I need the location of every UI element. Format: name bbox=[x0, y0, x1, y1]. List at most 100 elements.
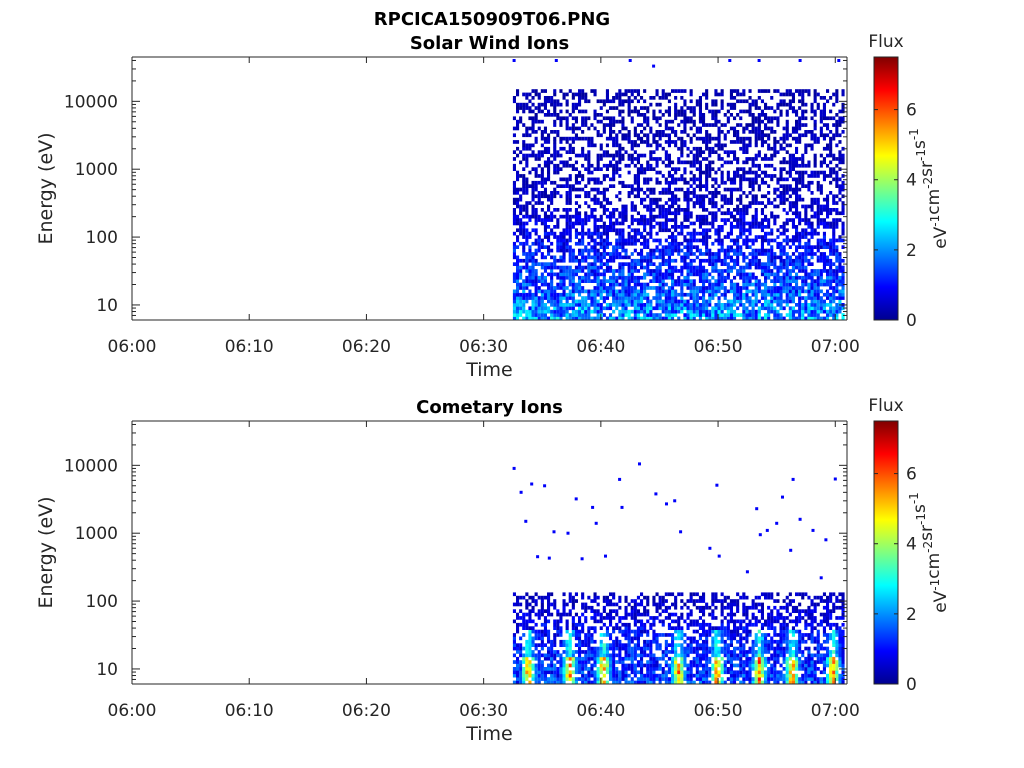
heatmap-cell bbox=[782, 92, 786, 97]
heatmap-cell bbox=[633, 109, 637, 114]
heatmap-cell bbox=[633, 269, 637, 273]
heatmap-cell bbox=[574, 201, 578, 205]
heatmap-cell bbox=[522, 180, 526, 185]
heatmap-cell bbox=[785, 235, 789, 239]
heatmap-cell bbox=[531, 619, 535, 624]
heatmap-cell bbox=[661, 286, 665, 290]
heatmap-cell bbox=[568, 194, 572, 199]
heatmap-cell bbox=[534, 292, 538, 297]
heatmap-cell bbox=[581, 119, 585, 124]
heatmap-cell bbox=[516, 177, 520, 182]
heatmap-cell bbox=[590, 653, 594, 658]
heatmap-cell bbox=[581, 241, 585, 246]
heatmap-cell bbox=[568, 643, 572, 647]
heatmap-cell bbox=[723, 303, 727, 307]
heatmap-cell bbox=[813, 163, 817, 168]
heatmap-cell bbox=[537, 616, 541, 620]
heatmap-cell bbox=[714, 194, 718, 199]
heatmap-cell bbox=[816, 204, 820, 209]
heatmap-cell bbox=[742, 316, 746, 321]
heatmap-cell bbox=[512, 126, 516, 131]
heatmap-cell bbox=[636, 170, 640, 175]
heatmap-cell bbox=[810, 225, 814, 229]
heatmap-cell bbox=[698, 272, 702, 277]
heatmap-cell bbox=[674, 96, 678, 100]
heatmap-cell bbox=[720, 204, 724, 209]
heatmap-cell bbox=[729, 306, 733, 311]
heatmap-cell bbox=[733, 282, 737, 287]
heatmap-cell bbox=[832, 235, 836, 239]
heatmap-cell bbox=[819, 306, 823, 311]
heatmap-cell bbox=[584, 279, 588, 283]
heatmap-cell bbox=[748, 238, 752, 243]
heatmap-cell bbox=[779, 296, 783, 300]
heatmap-cell bbox=[686, 208, 690, 212]
heatmap-cell bbox=[593, 599, 597, 603]
heatmap-cell bbox=[581, 289, 585, 294]
heatmap-cell bbox=[835, 309, 839, 314]
heatmap-cell bbox=[723, 235, 727, 239]
heatmap-cell bbox=[528, 639, 532, 644]
heatmap-cell bbox=[767, 163, 771, 168]
heatmap-cell bbox=[702, 313, 706, 317]
heatmap-cell bbox=[627, 296, 631, 300]
heatmap-cell bbox=[711, 102, 715, 107]
heatmap-cell bbox=[655, 292, 659, 297]
heatmap-cell bbox=[593, 269, 597, 273]
heatmap-cell bbox=[562, 670, 566, 675]
heatmap-cell bbox=[621, 292, 625, 297]
heatmap-cell bbox=[537, 306, 541, 311]
heatmap-cell bbox=[773, 296, 777, 300]
heatmap-cell bbox=[565, 191, 569, 195]
heatmap-cell bbox=[609, 130, 613, 134]
heatmap-cell bbox=[751, 194, 755, 199]
heatmap-cell bbox=[553, 157, 557, 161]
heatmap-cell bbox=[584, 275, 588, 280]
heatmap-cell bbox=[698, 286, 702, 290]
heatmap-cell bbox=[568, 150, 572, 154]
heatmap-cell bbox=[550, 677, 554, 681]
heatmap-cell bbox=[742, 150, 746, 154]
heatmap-cell bbox=[736, 286, 740, 290]
heatmap-cell bbox=[584, 619, 588, 624]
heatmap-cell bbox=[767, 258, 771, 263]
heatmap-cell bbox=[785, 262, 789, 266]
heatmap-cell bbox=[795, 126, 799, 131]
heatmap-cell bbox=[674, 170, 678, 175]
heatmap-cell bbox=[525, 316, 529, 321]
heatmap-cell bbox=[674, 140, 678, 144]
heatmap-cell bbox=[655, 221, 659, 226]
heatmap-cell bbox=[773, 143, 777, 148]
heatmap-cell bbox=[602, 275, 606, 280]
heatmap-cell bbox=[612, 279, 616, 283]
heatmap-cell bbox=[547, 262, 551, 266]
heatmap-cell bbox=[593, 258, 597, 263]
heatmap-cell bbox=[677, 113, 681, 117]
heatmap-cell bbox=[795, 275, 799, 280]
heatmap-cell bbox=[615, 289, 619, 294]
heatmap-cell bbox=[574, 612, 578, 617]
heatmap-cell bbox=[835, 119, 839, 124]
heatmap-cell bbox=[726, 235, 730, 239]
heatmap-cell bbox=[624, 99, 628, 104]
heatmap-cell bbox=[776, 214, 780, 219]
heatmap-cell bbox=[602, 238, 606, 243]
heatmap-cell bbox=[602, 299, 606, 304]
heatmap-cell bbox=[838, 255, 842, 260]
heatmap-cell bbox=[531, 599, 535, 603]
heatmap-cell bbox=[565, 667, 569, 671]
heatmap-cell bbox=[835, 258, 839, 263]
heatmap-cell bbox=[689, 136, 693, 141]
heatmap-cell bbox=[770, 296, 774, 300]
heatmap-cell bbox=[702, 194, 706, 199]
heatmap-cell bbox=[795, 180, 799, 185]
heatmap-cell bbox=[633, 150, 637, 154]
heatmap-cell bbox=[816, 218, 820, 222]
heatmap-cell bbox=[646, 180, 650, 185]
heatmap-cell bbox=[832, 275, 836, 280]
heatmap-cell bbox=[534, 89, 538, 93]
heatmap-cell bbox=[698, 252, 702, 256]
heatmap-cell bbox=[680, 296, 684, 300]
heatmap-cell bbox=[689, 163, 693, 168]
heatmap-cell bbox=[568, 275, 572, 280]
